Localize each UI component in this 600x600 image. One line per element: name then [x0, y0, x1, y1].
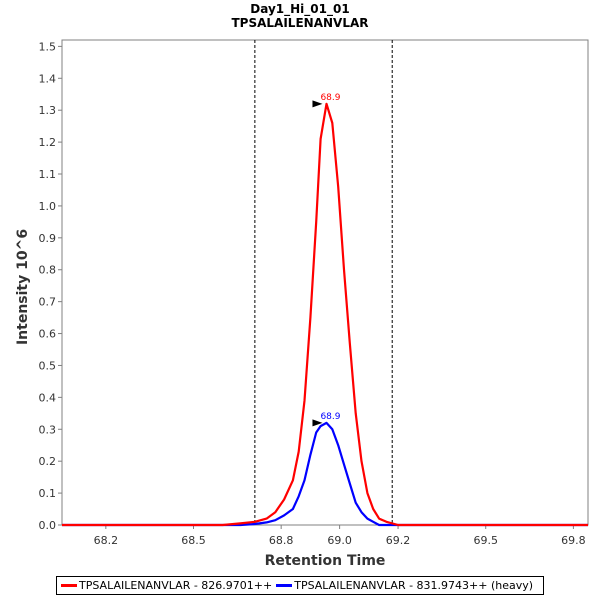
y-tick-label: 1.4 [39, 72, 57, 85]
y-tick-label: 0.1 [39, 487, 57, 500]
y-tick-label: 1.3 [39, 104, 57, 117]
series-line [62, 421, 588, 527]
y-tick-label: 0.5 [39, 359, 57, 372]
y-tick-label: 0.4 [39, 391, 57, 404]
x-tick-label: 68.5 [181, 534, 206, 547]
y-axis: 0.0 0.1 0.2 0.3 0.4 0.5 0.6 0.7 0.8 0.9 1.0 1.1 1.2 1… [39, 40, 62, 532]
legend-label-heavy: TPSALAILENANVLAR - 831.9743++ (heavy) [294, 579, 534, 592]
peak-annotations: 68.9 68.9 [312, 93, 341, 427]
peak-label: 68.9 [320, 93, 340, 103]
y-tick-label: 0.2 [39, 455, 57, 468]
legend-item-light: TPSALAILENANVLAR - 826.9701++ [61, 579, 272, 592]
x-axis-label: Retention Time [265, 553, 386, 569]
plot-area [61, 39, 589, 526]
y-tick-label: 0.3 [39, 423, 57, 436]
y-tick-label: 0.0 [39, 519, 57, 532]
x-tick-label: 68.2 [94, 534, 119, 547]
legend-label-light: TPSALAILENANVLAR - 826.9701++ [79, 579, 273, 592]
legend-swatch-light [61, 584, 77, 587]
peak-label: 68.9 [320, 412, 340, 422]
y-tick-label: 0.6 [39, 328, 57, 341]
x-tick-label: 69.8 [561, 534, 586, 547]
legend: TPSALAILENANVLAR - 826.9701++ TPSALAILEN… [56, 576, 544, 595]
y-tick-label: 0.9 [39, 232, 57, 245]
x-tick-label: 69.0 [327, 534, 352, 547]
y-tick-label: 1.5 [39, 40, 57, 53]
chart-subtitle: TPSALAILENANVLAR [232, 16, 369, 30]
y-tick-label: 0.7 [39, 296, 57, 309]
series-line [62, 102, 588, 527]
chart-title: Day1_Hi_01_01 [250, 2, 349, 17]
legend-swatch-heavy [276, 584, 293, 587]
peak-arrow [312, 100, 323, 108]
x-tick-label: 68.8 [269, 534, 294, 547]
x-tick-label: 69.5 [473, 534, 498, 547]
y-tick-label: 1.0 [39, 200, 57, 213]
legend-item-heavy: TPSALAILENANVLAR - 831.9743++ (heavy) [276, 579, 533, 592]
integration-boundaries [254, 40, 393, 525]
series-layer [62, 102, 588, 527]
y-tick-label: 1.2 [39, 136, 57, 149]
y-tick-label: 0.8 [39, 264, 57, 277]
x-tick-label: 69.2 [386, 534, 411, 547]
peak-arrow [312, 419, 323, 427]
x-axis: 68.2 68.5 68.8 69.0 69.2 69.5 69.8 [94, 525, 586, 547]
y-axis-label: Intensity 10^6 [15, 229, 31, 345]
y-tick-label: 1.1 [39, 168, 57, 181]
